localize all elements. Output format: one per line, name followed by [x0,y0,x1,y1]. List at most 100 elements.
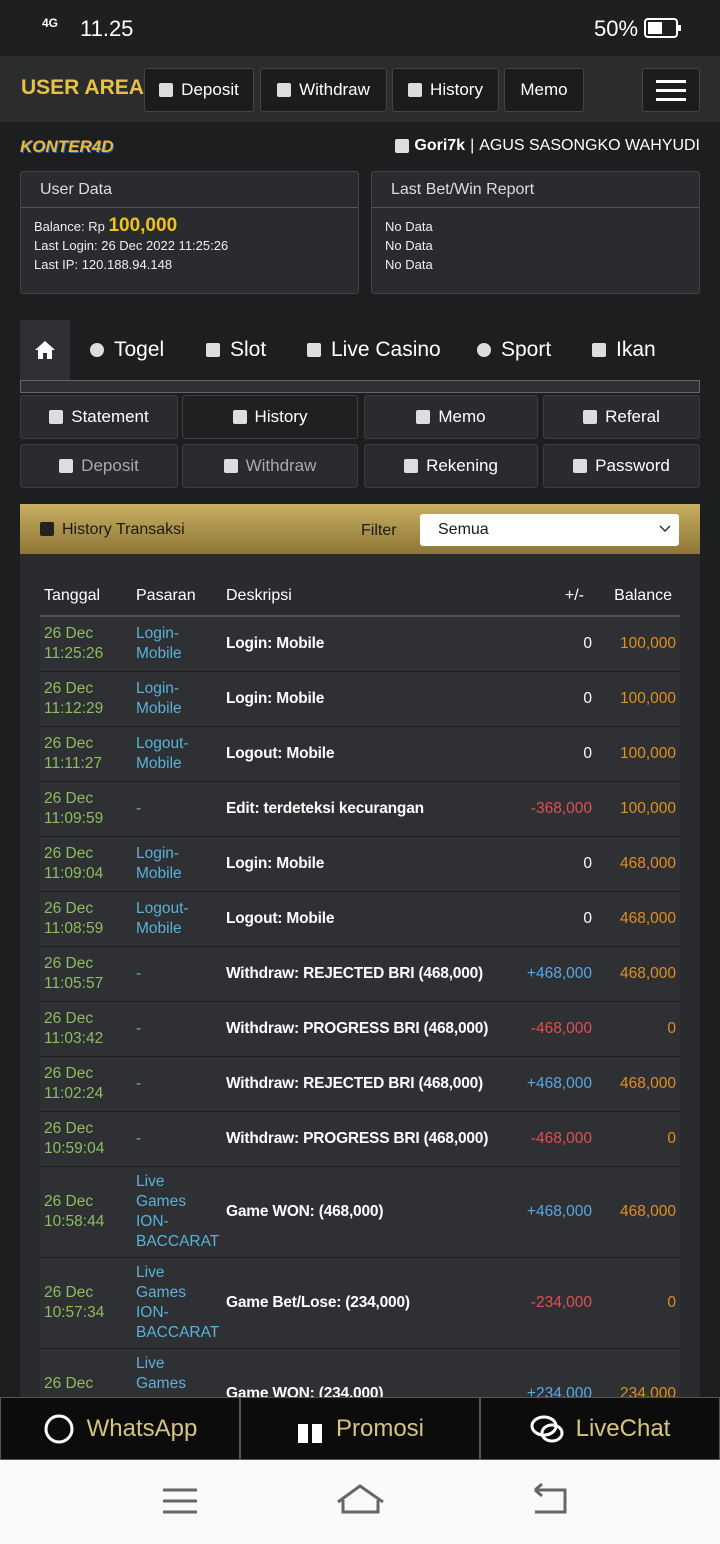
battery-icon [644,18,681,38]
history-row: 26 Dec 10:59:04- Withdraw: PROGRESS BRI (… [40,1111,680,1167]
menu-button[interactable]: Password [543,444,700,488]
column-header: Balance [596,576,680,617]
history-section: History Transaksi Filter Semua Tanggal Pa… [20,504,700,1397]
menu-button[interactable]: Memo [364,395,538,439]
panel-title: Last Bet/Win Report [372,172,699,208]
network: 4G [42,16,59,30]
menu-button[interactable]: Rekening [364,444,538,488]
menu-button[interactable]: Statement [20,395,178,439]
label: Deposit [181,80,239,99]
date: 26 Dec 11:02:24 [40,1056,132,1112]
nav-withdraw[interactable]: Withdraw [260,68,387,112]
promosi-button[interactable]: Promosi [240,1397,480,1460]
label: Referal [605,407,660,426]
history-title: History Transaksi [62,521,185,538]
full-name: AGUS SASONGKO WAHYUDI [479,137,700,154]
last-ip: Last IP: 120.188.94.148 [34,257,173,272]
home-tab[interactable] [20,320,70,380]
label: Withdraw [299,80,370,99]
balance: 0 [596,1257,680,1349]
date: 26 Dec 10:47:37 [40,1348,132,1397]
icon [44,1414,74,1443]
label: Password [595,456,670,475]
table-body: 26 Dec 11:25:26 Login-Mobile Login: Mobile… [40,616,680,1397]
pasaran: Login-Mobile [132,616,222,672]
filter-select[interactable]: Semua [420,514,679,546]
menu-toggle[interactable] [642,68,700,112]
description: Logout: Mobile [222,726,510,782]
icon [49,410,64,424]
column-header: +/- [510,576,596,617]
date: 26 Dec 11:25:26 [40,616,132,672]
date: 26 Dec 10:58:44 [40,1166,132,1258]
amount: 0 [510,726,596,782]
pasaran: Live Games ION-BACCARAT [132,1348,222,1397]
menu-button[interactable]: Withdraw [182,444,358,488]
panel-title: User Data [21,172,358,208]
date: 26 Dec 10:59:04 [40,1111,132,1167]
amount: -468,000 [510,1111,596,1167]
tab-live-casino[interactable]: Live Casino [307,320,441,380]
icon [223,459,238,473]
balance: 100,000 [596,616,680,672]
menu-button[interactable]: History [182,395,358,439]
pasaran: Live Games ION-BACCARAT [132,1257,222,1349]
whatsapp-button[interactable]: WhatsApp [0,1397,240,1460]
android-buttons [163,1482,567,1514]
amount: 0 [510,671,596,727]
description: Withdraw: REJECTED BRI (468,000) [222,946,510,1002]
menu-button[interactable]: Referal [543,395,700,439]
history-header: History Transaksi Filter Semua [20,504,700,554]
history-row: 26 Dec 11:03:42- Withdraw: PROGRESS BRI (… [40,1001,680,1057]
icon [573,459,588,473]
tab-sport[interactable]: Sport [477,320,551,380]
android-nav [0,1460,720,1544]
description: Withdraw: PROGRESS BRI (468,000) [222,1111,510,1167]
tab-ikan[interactable]: Ikan [592,320,656,380]
icon [232,410,247,424]
balance: 468,000 [596,891,680,947]
history-row: 26 Dec 10:47:37Live Games ION-BACCARATGa… [40,1348,680,1397]
label: Ikan [616,338,656,361]
icon [416,410,431,424]
pasaran: - [132,1111,222,1167]
nav-deposit[interactable]: Deposit [144,68,254,112]
balance: 234,000 [596,1348,680,1397]
livechat-button[interactable]: LiveChat [480,1397,720,1460]
label: Slot [230,338,267,361]
balance: 100,000 [596,781,680,837]
logo[interactable]: KONTER4D [20,137,114,156]
history-table: Tanggal Pasaran Deskripsi +/- Balance 26 Dec… [40,576,680,1397]
amount: 0 [510,891,596,947]
description: Game Bet/Lose: (234,000) [222,1257,510,1349]
date: 26 Dec 11:03:42 [40,1001,132,1057]
tab-slot[interactable]: Slot [206,320,266,380]
nav-memo[interactable]: Memo [504,68,584,112]
no-data: No Data [385,219,433,234]
separator: | [470,137,475,154]
list-icon [40,522,54,536]
nav-history[interactable]: History [392,68,499,112]
amount: 0 [510,616,596,672]
history-row: 26 Dec 11:09:04 Login-Mobile Login: Mobile… [40,836,680,892]
amount: +468,000 [510,1056,596,1112]
date: 26 Dec 11:08:59 [40,891,132,947]
pasaran: Live Games ION-BACCARAT [132,1166,222,1258]
label: Live Casino [331,338,441,361]
label: Sport [501,338,552,361]
pasaran: - [132,946,222,1002]
menu-button[interactable]: Deposit [20,444,178,488]
label: Rekening [426,456,498,475]
no-data: No Data [385,257,433,272]
history-row: 26 Dec 11:11:27 Logout-Mobile Logout: Mobi… [40,726,680,782]
pasaran: Login-Mobile [132,836,222,892]
column-header: Deskripsi [222,576,510,617]
tab-underline [20,380,700,393]
description: Login: Mobile [222,836,510,892]
description: Game WON: (234,000) [222,1348,510,1397]
label: History [430,80,483,99]
history-row: 26 Dec 11:02:24- Withdraw: REJECTED BRI (… [40,1056,680,1112]
hamburger-icon [656,80,686,101]
tab-togel[interactable]: Togel [90,320,164,380]
